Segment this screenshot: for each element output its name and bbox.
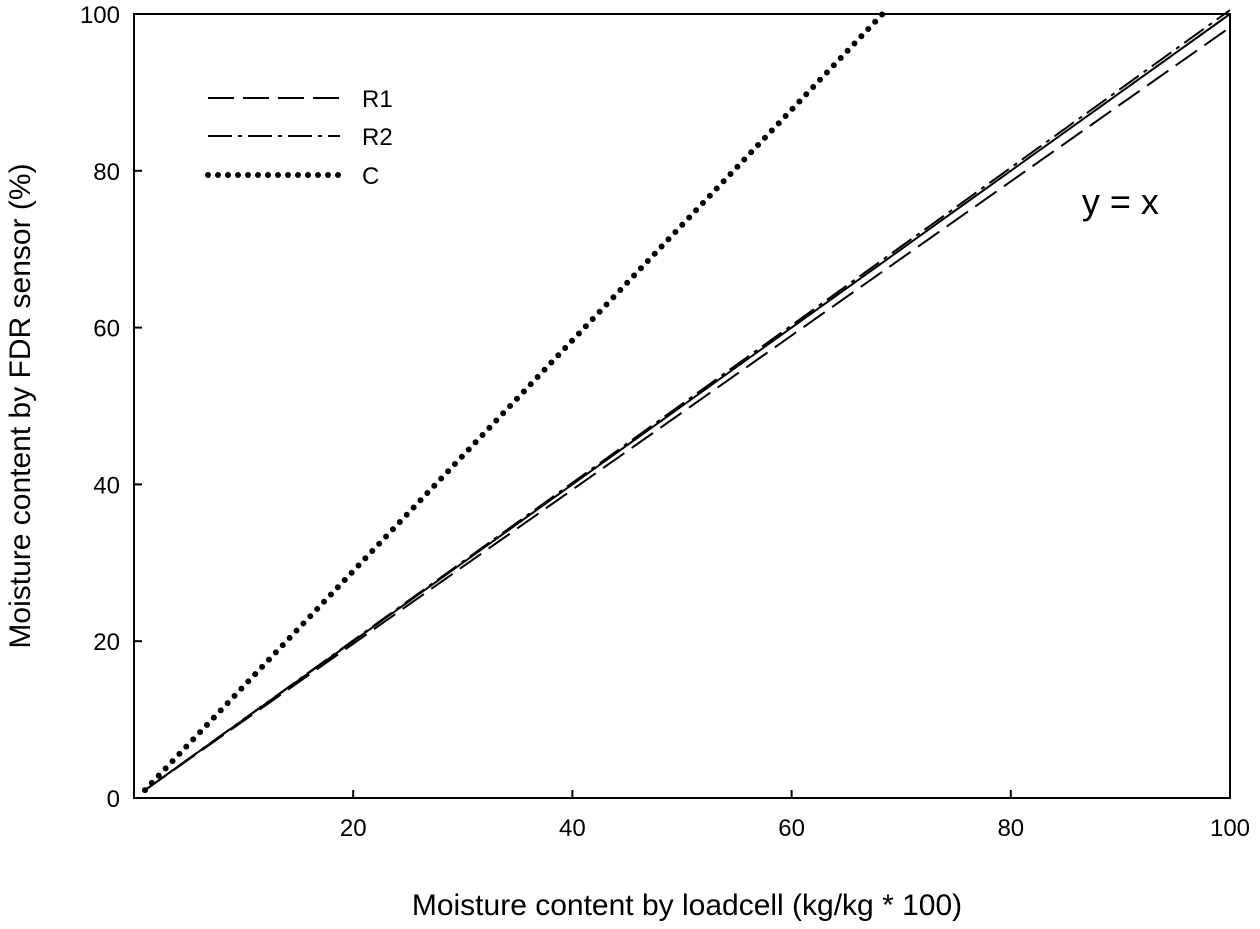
y-tick-label: 60 (93, 316, 120, 343)
x-axis-title: Moisture content by loadcell (kg/kg * 10… (412, 889, 962, 922)
legend: R1 R2 C (205, 86, 393, 190)
y-axis-title: Moisture content by FDR sensor (%) (4, 163, 37, 648)
annotations: y = x (1082, 181, 1159, 222)
y-tick-label: 80 (93, 159, 120, 186)
x-axis-ticks: 20 40 60 80 100 (340, 790, 1250, 842)
legend-label-c: C (362, 163, 379, 190)
plot-frame (133, 13, 1231, 799)
annotation-label: y = x (1082, 181, 1159, 222)
x-tick-label: 80 (997, 815, 1024, 842)
series-line-r1 (144, 26, 1231, 791)
y-tick-label: 40 (93, 472, 120, 499)
x-tick-label: 20 (340, 815, 367, 842)
y-tick-label: 0 (107, 786, 120, 813)
series-line-c (141, 11, 886, 794)
series-line-reference (144, 13, 1231, 791)
y-tick-label: 100 (80, 2, 120, 29)
x-tick-label: 40 (559, 815, 586, 842)
legend-label-r1: R1 (362, 86, 393, 113)
legend-label-r2: R2 (362, 124, 393, 151)
x-tick-label: 60 (778, 815, 805, 842)
y-axis-ticks: 0 20 40 60 80 100 (80, 2, 142, 813)
y-tick-label: 20 (93, 629, 120, 656)
series-lines (141, 9, 1231, 794)
x-tick-label: 100 (1210, 815, 1250, 842)
